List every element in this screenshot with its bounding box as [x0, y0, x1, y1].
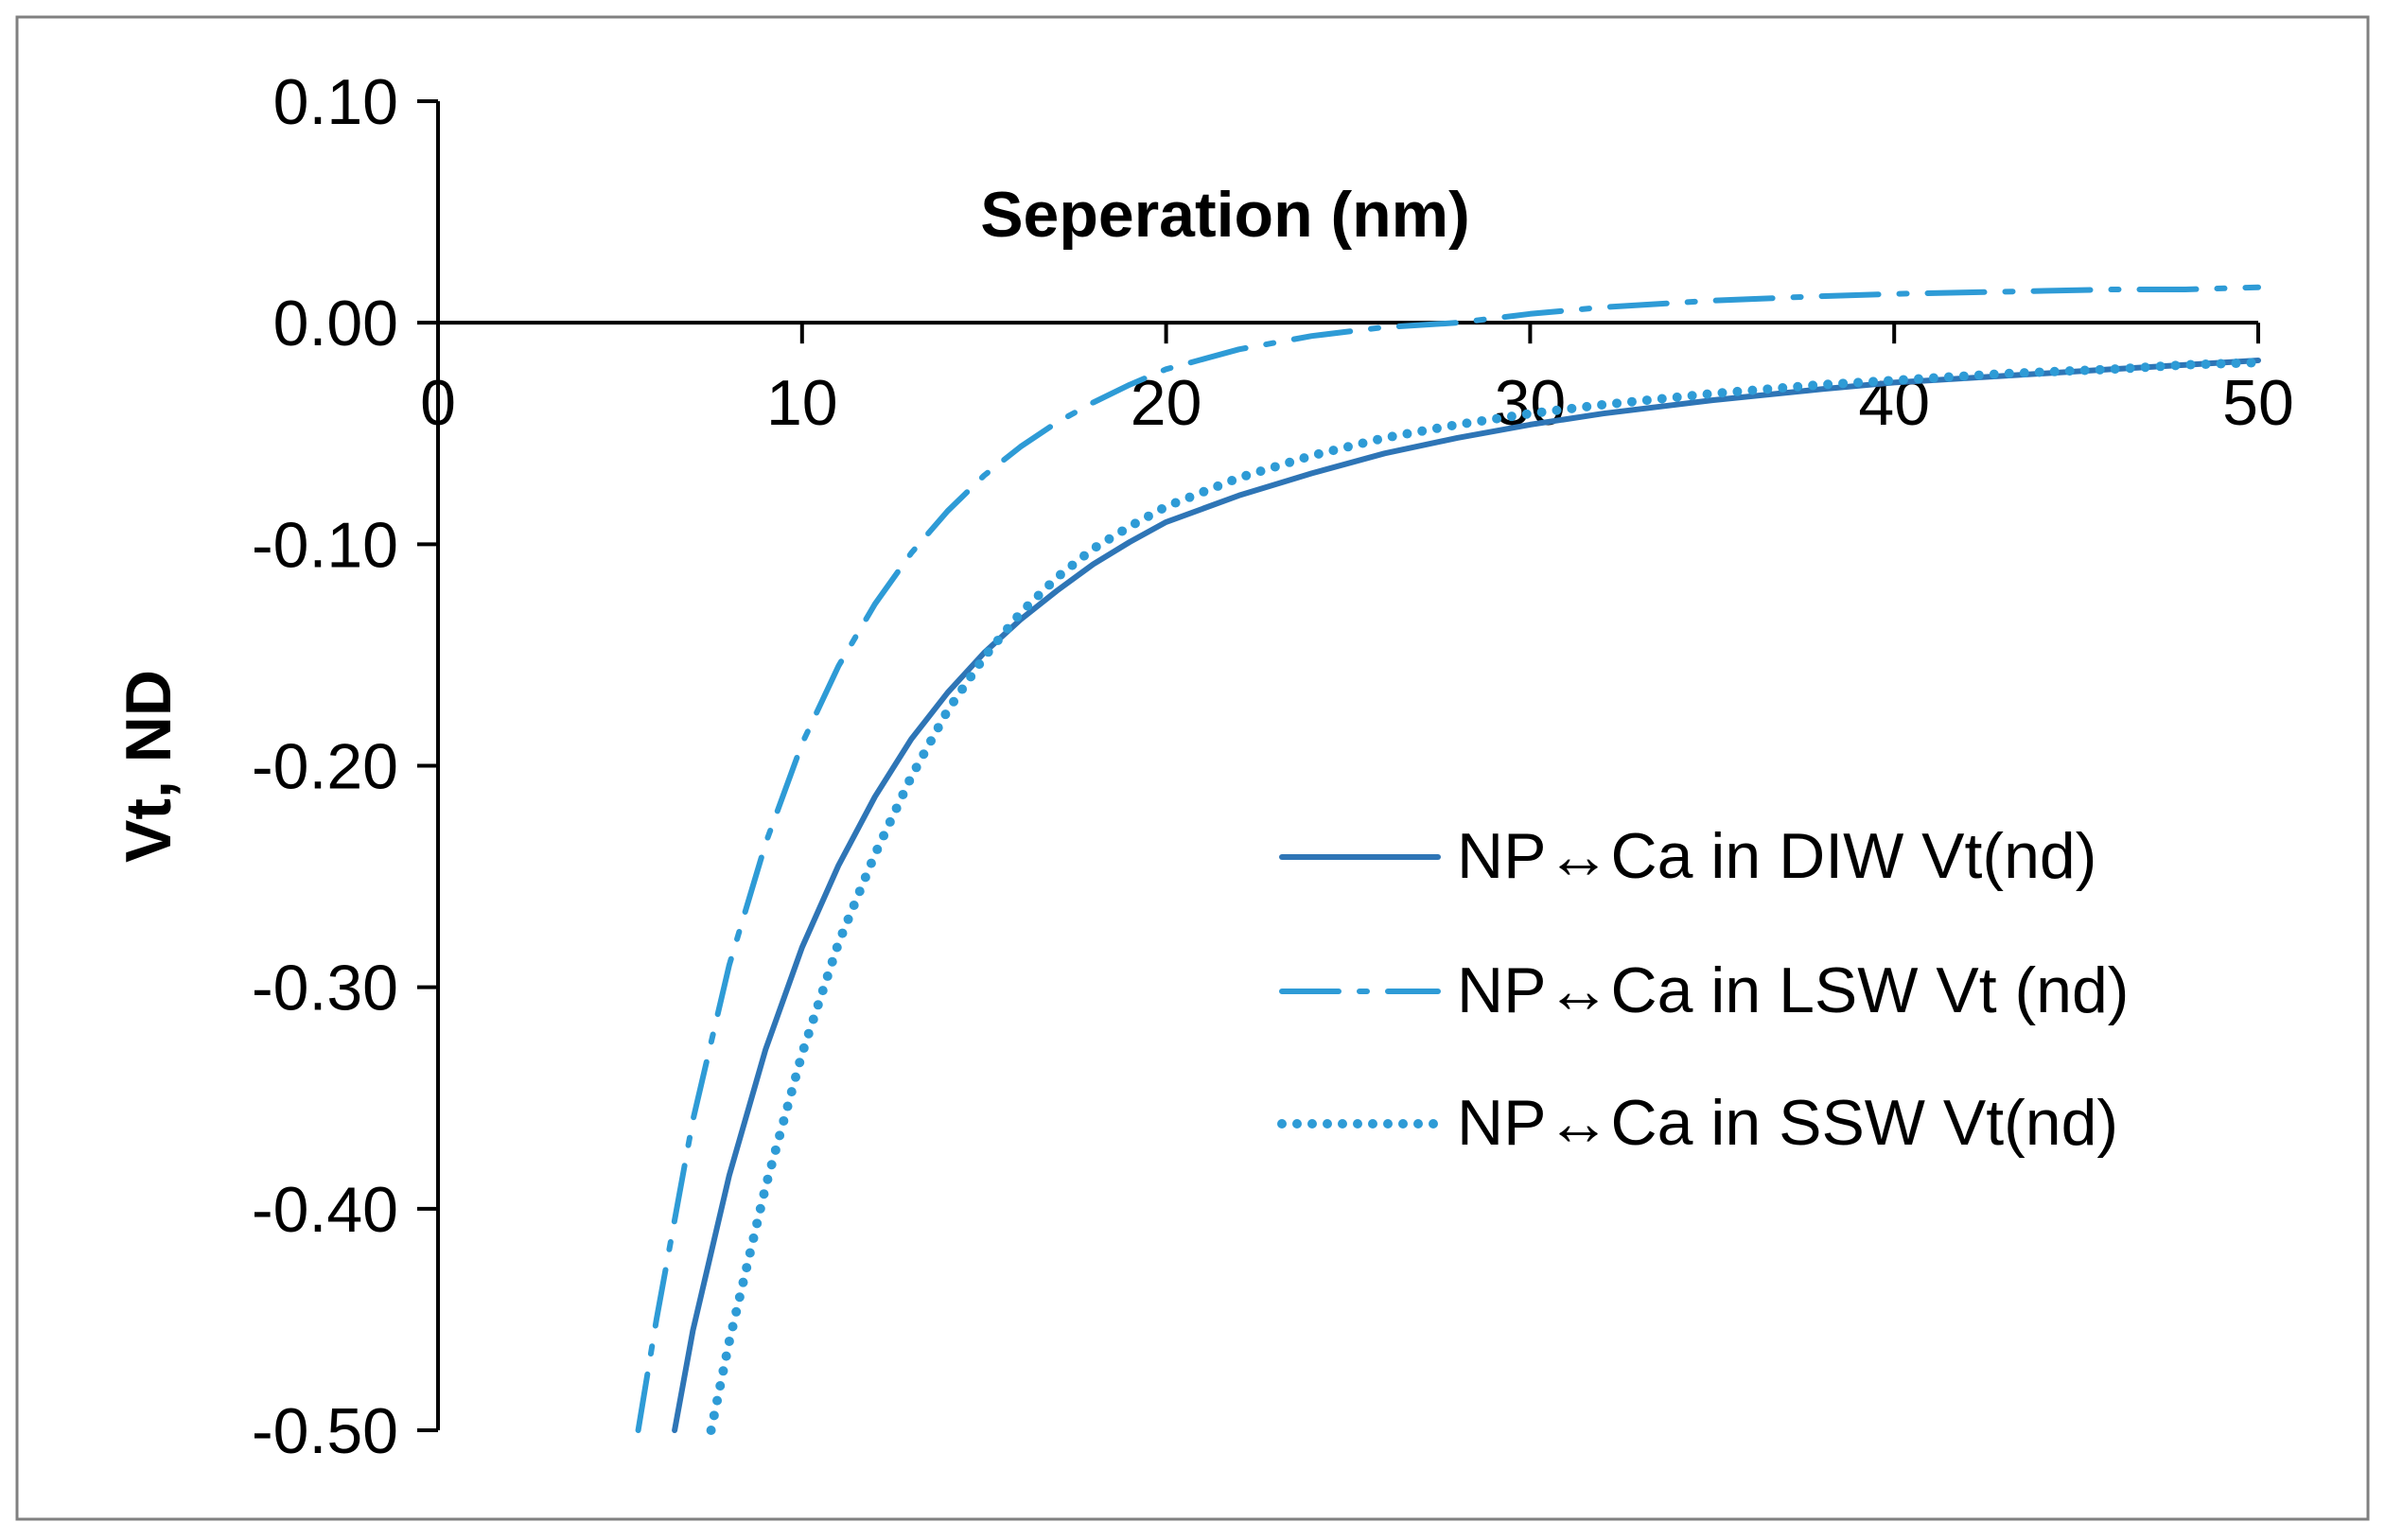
- series-layer: [635, 284, 2263, 1435]
- y-tick-label: -0.50: [252, 1395, 398, 1467]
- x-tick-label: 50: [2222, 367, 2294, 439]
- series-line-2: [635, 284, 2261, 1433]
- x-axis-title: Seperation (nm): [980, 179, 1470, 251]
- y-tick-label: 0.00: [273, 288, 398, 359]
- legend-label-3: NP↔Ca in SSW Vt(nd): [1457, 1087, 2118, 1159]
- x-tick-label: 10: [766, 367, 838, 439]
- y-tick-label: -0.20: [252, 731, 398, 803]
- series-line-3: [706, 358, 2263, 1435]
- y-tick-label: -0.10: [252, 509, 398, 581]
- y-tick-label: 0.10: [273, 66, 398, 138]
- y-tick-label: -0.40: [252, 1174, 398, 1246]
- y-tick-label: -0.30: [252, 953, 398, 1024]
- legend-label-1: NP↔Ca in DIW Vt(nd): [1457, 820, 2096, 892]
- y-axis-ticks: 0.10 0.00 -0.10 -0.20 -0.30 -0.40 -0.50: [252, 66, 438, 1467]
- legend-label-2: NP↔Ca in LSW Vt (nd): [1457, 954, 2129, 1026]
- y-axis-title: Vt, ND: [113, 670, 184, 863]
- legend: NP↔Ca in DIW Vt(nd) NP↔Ca in LSW Vt (nd) N…: [1277, 820, 2129, 1159]
- chart-border: [15, 15, 2370, 1521]
